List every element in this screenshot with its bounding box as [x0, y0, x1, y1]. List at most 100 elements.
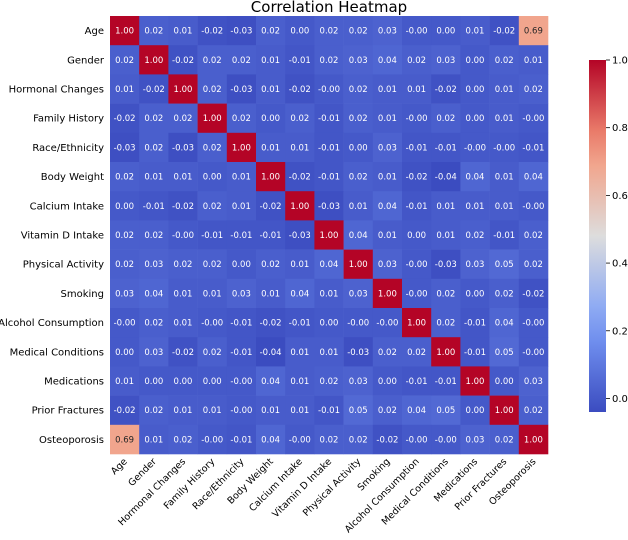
heatmap-cell	[489, 249, 520, 280]
cell-value-label: 0.02	[524, 406, 543, 416]
cell-value-label: -0.01	[522, 143, 544, 153]
cell-value-label: 0.03	[115, 289, 134, 299]
heatmap-cell	[518, 366, 549, 396]
heatmap-cell	[518, 220, 549, 250]
cell-value-label: 0.01	[320, 289, 339, 299]
heatmap-cell	[489, 337, 520, 367]
cell-value-label: -0.01	[230, 435, 252, 445]
cell-value-label: 0.03	[436, 56, 455, 66]
cell-value-label: 1.00	[407, 319, 426, 329]
cell-value-label: 0.02	[115, 260, 134, 270]
cell-value-label: -0.02	[406, 173, 428, 183]
cell-value-label: -0.01	[318, 173, 340, 183]
cell-value-label: 0.00	[261, 114, 280, 124]
cell-value-label: -0.03	[172, 143, 194, 153]
heatmap-cell	[518, 16, 549, 46]
cell-value-label: -0.03	[347, 348, 369, 358]
heatmap-cell	[402, 424, 432, 455]
heatmap-cell	[402, 103, 432, 134]
heatmap-cell	[372, 395, 403, 426]
heatmap-cell	[518, 249, 549, 280]
cell-value-label: 0.02	[495, 289, 514, 299]
cell-value-label: 0.04	[261, 377, 280, 387]
cell-value-label: -0.01	[406, 202, 428, 212]
heatmap-cell	[431, 308, 461, 338]
cell-value-label: -0.00	[201, 435, 223, 445]
colorbar-gradient	[589, 60, 606, 412]
heatmap-cell	[460, 308, 490, 338]
cell-value-label: 0.03	[378, 143, 397, 153]
cell-value-label: 0.02	[378, 406, 397, 416]
heatmap-cell	[139, 249, 169, 280]
heatmap-cell	[518, 103, 549, 134]
heatmap-cell	[489, 45, 520, 75]
heatmap-cell	[197, 220, 228, 250]
cell-value-label: -0.00	[172, 231, 194, 241]
cell-value-label: -0.01	[435, 143, 457, 153]
y-tick-label: Osteoporosis	[39, 435, 104, 446]
cell-value-label: 0.00	[203, 377, 222, 387]
heatmap-cell	[460, 45, 490, 75]
cell-value-label: -0.01	[260, 231, 282, 241]
cell-value-label: 0.04	[261, 435, 280, 445]
cell-value-label: 0.00	[232, 260, 251, 270]
cell-value-label: 0.02	[436, 319, 455, 329]
cell-value-label: 0.02	[144, 231, 163, 241]
heatmap-cell	[226, 103, 257, 134]
cell-value-label: 0.02	[203, 143, 222, 153]
colorbar: 0.0 0.2 0.4 0.6 0.8 1.0	[589, 56, 628, 412]
heatmap-cell	[168, 249, 198, 280]
heatmap-cell	[285, 278, 315, 309]
heatmap-cell	[402, 337, 432, 367]
heatmap-cell	[197, 366, 228, 396]
heatmap-cell	[168, 278, 198, 309]
cell-value-label: 0.02	[349, 114, 368, 124]
cell-value-label: 1.00	[524, 435, 543, 445]
heatmap-cell	[168, 308, 198, 338]
x-tick-label: Family History	[162, 456, 218, 512]
cell-value-label: 0.01	[378, 173, 397, 183]
cell-value-label: 0.02	[232, 114, 251, 124]
heatmap-cell	[372, 249, 403, 280]
cell-value-label: -0.03	[289, 231, 311, 241]
heatmap-cell	[226, 16, 257, 46]
heatmap-cell	[314, 424, 344, 455]
cell-value-label: 0.00	[466, 406, 485, 416]
heatmap-cell	[314, 278, 344, 309]
heatmap-cell	[226, 278, 257, 309]
heatmap-cell	[285, 424, 315, 455]
heatmap-cell	[226, 74, 257, 104]
heatmap-cell	[460, 74, 490, 104]
cell-value-label: 0.00	[466, 56, 485, 66]
heatmap-cell	[518, 45, 549, 75]
cell-value-label: 0.02	[203, 85, 222, 95]
heatmap-cell	[168, 366, 198, 396]
cell-value-label: 0.02	[466, 231, 485, 241]
heatmap-cell	[431, 424, 461, 455]
heatmap-cell	[343, 132, 374, 163]
heatmap-cell	[110, 308, 140, 338]
colorbar-tick-label: 0.2	[612, 326, 628, 337]
cell-value-label: 0.04	[407, 406, 426, 416]
heatmap-cell	[256, 249, 286, 280]
heatmap-cell	[431, 103, 461, 134]
cell-value-label: -0.00	[406, 435, 428, 445]
heatmap-cell	[314, 191, 344, 221]
cell-value-label: 0.00	[144, 377, 163, 387]
heatmap-cell	[168, 395, 198, 426]
heatmap-cell	[139, 366, 169, 396]
cell-value-label: -0.01	[318, 143, 340, 153]
cell-value-label: 0.03	[378, 260, 397, 270]
cell-value-label: -0.00	[522, 202, 544, 212]
cell-value-label: 0.05	[349, 406, 368, 416]
heatmap-cell	[285, 366, 315, 396]
heatmap-cell	[139, 74, 169, 104]
cell-value-label: 0.01	[115, 85, 134, 95]
heatmap-cell	[256, 278, 286, 309]
heatmap-cell	[314, 337, 344, 367]
heatmap-cell	[226, 132, 257, 163]
cell-value-label: -0.00	[201, 319, 223, 329]
heatmap-cell	[285, 74, 315, 104]
heatmap-cell	[489, 424, 520, 455]
